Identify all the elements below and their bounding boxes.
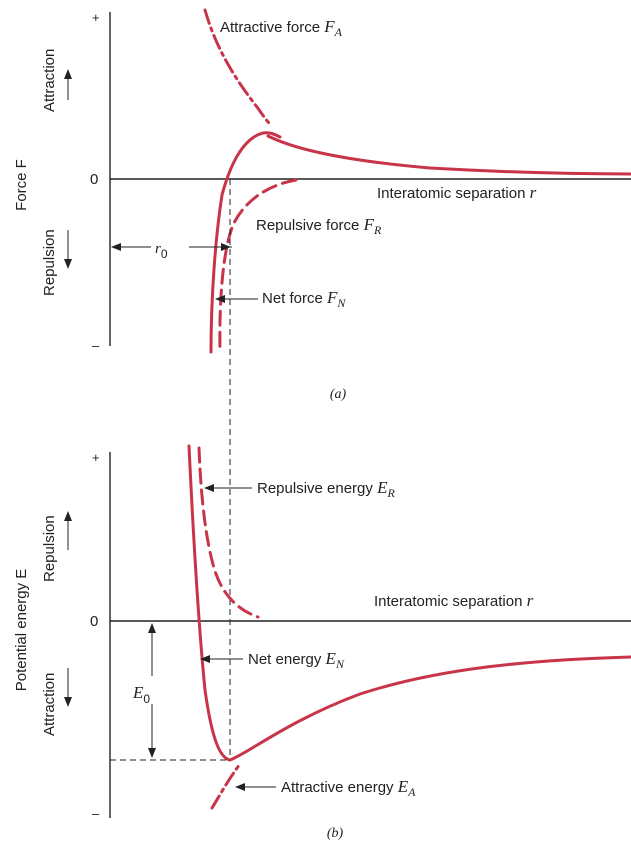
attractive-energy-curve <box>210 762 242 810</box>
energy-plus-sign: + <box>92 450 100 465</box>
force-minus-sign: – <box>92 338 100 353</box>
panel-a: + – 0 Force F Attraction Repulsion r0 At… <box>13 8 631 760</box>
attractive-force-tail <box>266 134 631 176</box>
energy-attraction-label: Attraction <box>41 673 58 736</box>
net-energy-curve <box>187 444 631 762</box>
r0-label-bg <box>151 237 189 257</box>
net-force-label: Net force FN <box>262 288 346 310</box>
attractive-force-curve <box>203 8 272 126</box>
panel-a-caption: (a) <box>330 387 347 402</box>
energy-minus-sign: – <box>92 806 100 821</box>
e0-label: E0 <box>132 683 150 706</box>
attractive-energy-label: Attractive energy EA <box>281 777 416 799</box>
force-zero-label: 0 <box>90 171 98 188</box>
r0-label: r0 <box>155 241 168 261</box>
repulsive-energy-label: Repulsive energy ER <box>257 478 395 500</box>
force-axis-label: Force F <box>13 159 30 211</box>
attractive-force-label: Attractive force FA <box>220 17 343 39</box>
force-repulsion-label: Repulsion <box>41 229 58 296</box>
energy-zero-label: 0 <box>90 613 98 630</box>
energy-x-axis-label: Interatomic separation r <box>374 591 534 610</box>
panel-b: + – 0 Potential energy E Repulsion Attra… <box>13 444 631 841</box>
force-plus-sign: + <box>92 10 100 25</box>
energy-repulsion-label: Repulsion <box>41 515 58 582</box>
net-force-curve <box>209 131 282 354</box>
panel-b-caption: (b) <box>327 826 344 841</box>
force-attraction-label: Attraction <box>41 49 58 112</box>
force-x-axis-label: Interatomic separation r <box>377 183 537 202</box>
repulsive-energy-curve <box>197 446 260 619</box>
repulsive-force-curve <box>218 178 298 354</box>
net-energy-label: Net energy EN <box>248 649 345 671</box>
energy-axis-label: Potential energy E <box>13 569 30 692</box>
repulsive-force-label: Repulsive force FR <box>256 215 382 237</box>
